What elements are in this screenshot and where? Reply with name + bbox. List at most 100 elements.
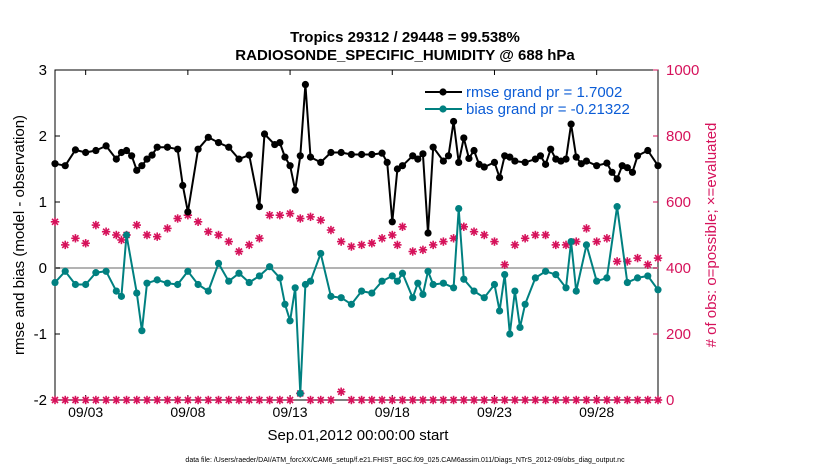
star-stroke-d2	[429, 241, 437, 249]
obs-evaluated-point	[623, 395, 632, 405]
obs-evaluated-point	[101, 395, 111, 405]
obs-evaluated-point	[132, 395, 141, 405]
rmse-point	[301, 80, 309, 89]
rmse-point	[465, 154, 473, 163]
star-stroke-d2	[51, 396, 59, 404]
obs-evaluated-point	[459, 395, 469, 405]
obs-possible-point	[81, 239, 90, 248]
obs-evaluated-point	[357, 395, 366, 405]
rmse-point	[582, 157, 591, 165]
obs-evaluated-point	[653, 395, 663, 405]
bias-point	[501, 271, 509, 279]
rmse-point	[51, 160, 59, 168]
rmse-point	[276, 139, 284, 147]
star-stroke-d2	[82, 396, 90, 404]
star-stroke-d2	[286, 396, 294, 404]
bias-point	[225, 277, 233, 285]
bias-point	[449, 284, 458, 292]
rmse-point	[306, 153, 315, 161]
y-axis-right-label: # of obs: o=possible; ×=evaluated	[703, 123, 720, 348]
star-stroke-d2	[117, 236, 125, 244]
star-stroke-d2	[429, 396, 437, 404]
star-stroke-d2	[450, 396, 458, 404]
star-stroke-d2	[419, 246, 427, 254]
rmse-point	[424, 229, 432, 237]
rmse-point	[562, 155, 570, 163]
y-right-tick-label: 0	[666, 392, 674, 409]
y-right-tick-label: 600	[666, 194, 691, 211]
obs-possible-point	[428, 240, 438, 250]
x-tick-label: 09/18	[375, 404, 410, 420]
star-stroke-d2	[633, 254, 642, 262]
rmse-point	[225, 143, 233, 151]
bias-point	[122, 231, 131, 239]
rmse-point	[567, 120, 575, 128]
star-stroke-d2	[153, 396, 161, 404]
rmse-point	[235, 155, 243, 163]
obs-evaluated-point	[50, 395, 60, 405]
star-stroke-d2	[143, 396, 151, 404]
obs-evaluated-point	[112, 395, 121, 405]
obs-evaluated-point	[142, 395, 152, 405]
star-stroke-d2	[511, 241, 519, 249]
obs-evaluated-point	[214, 395, 223, 405]
bias-point	[460, 275, 468, 283]
x-tick-label: 09/13	[273, 404, 308, 420]
obs-possible-point	[50, 217, 60, 226]
rmse-point	[358, 150, 366, 159]
star-stroke-d2	[480, 396, 488, 404]
obs-evaluated-point	[480, 395, 489, 405]
star-stroke-d2	[450, 234, 458, 242]
star-stroke-d2	[388, 396, 396, 404]
bias-point	[306, 277, 315, 285]
rmse-point	[296, 152, 304, 160]
rmse-point	[419, 150, 427, 158]
star-stroke-d2	[133, 396, 141, 404]
obs-evaluated-point	[531, 395, 540, 405]
obs-possible-point	[193, 217, 203, 226]
obs-possible-point	[153, 232, 162, 241]
obs-possible-point	[214, 230, 223, 240]
bias-point	[102, 267, 110, 275]
bias-point	[495, 307, 504, 315]
rmse-point	[398, 162, 407, 170]
bias-point	[266, 263, 274, 271]
star-stroke-d2	[255, 234, 263, 242]
rmse-point	[143, 155, 151, 163]
rmse-point	[204, 133, 212, 141]
star-stroke-d2	[266, 396, 274, 404]
x-tick-label: 09/23	[477, 404, 512, 420]
obs-evaluated-point	[490, 395, 499, 405]
rmse-point	[495, 173, 504, 182]
bias-point	[398, 269, 407, 277]
bias-point	[414, 279, 422, 287]
bias-point	[51, 278, 59, 287]
star-stroke-d2	[317, 396, 325, 404]
star-stroke-d2	[572, 396, 580, 404]
obs-evaluated-point	[163, 395, 172, 405]
obs-possible-point	[367, 239, 377, 248]
rmse-point	[628, 168, 637, 176]
obs-evaluated-point	[541, 395, 550, 405]
star-stroke-d2	[531, 231, 539, 239]
obs-evaluated-point	[398, 395, 407, 405]
rmse-point	[644, 146, 652, 155]
bias-point	[623, 278, 631, 287]
bias-point	[593, 277, 601, 285]
y-right-tick-label: 400	[666, 260, 691, 277]
star-stroke-d2	[276, 211, 284, 219]
star-stroke-d2	[133, 221, 141, 229]
star-stroke-d2	[112, 231, 120, 239]
obs-possible-point	[316, 215, 325, 225]
x-axis-label: Sep.01,2012 00:00:00 start	[268, 427, 450, 444]
obs-evaluated-point	[193, 395, 203, 405]
obs-possible-point	[336, 237, 346, 246]
rmse-point	[102, 142, 110, 150]
star-stroke-d2	[603, 234, 611, 242]
bias-point	[214, 259, 223, 267]
axis-ticks: 09/03 09/08 09/13 09/18 09/23 09/28 -2 -1 0 1 2 3 0 2…	[34, 62, 700, 420]
bias-point	[424, 267, 432, 275]
bias-point	[470, 287, 478, 295]
star-stroke-d2	[409, 247, 417, 256]
star-stroke-d2	[347, 396, 355, 404]
